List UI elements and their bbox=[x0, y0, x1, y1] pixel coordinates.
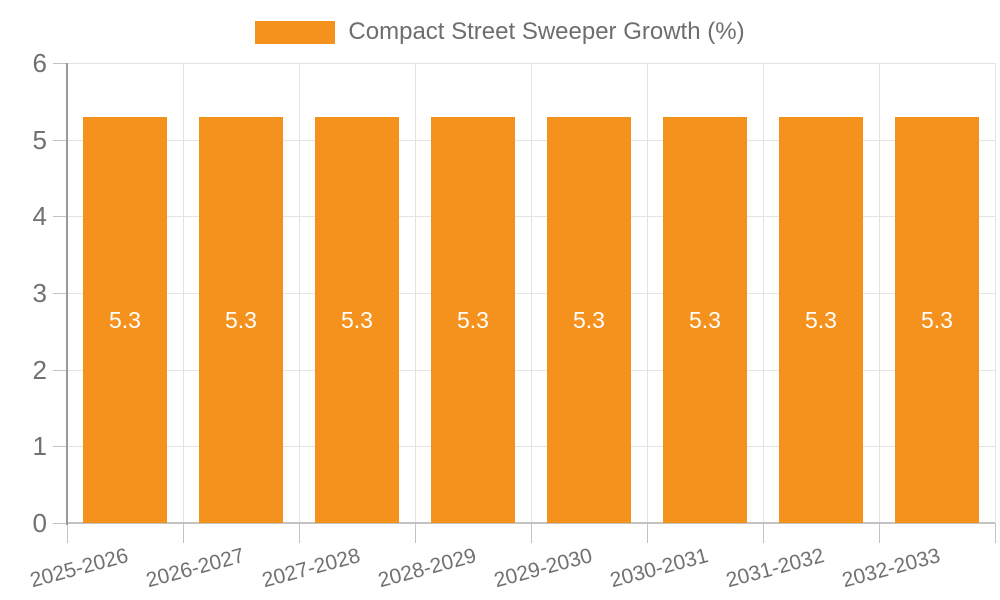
v-gridline bbox=[531, 63, 532, 523]
y-axis-tick-label: 2 bbox=[32, 355, 47, 385]
y-axis-tick-label: 3 bbox=[32, 278, 47, 308]
y-axis-tick bbox=[53, 293, 67, 294]
bar[interactable]: 5.3 bbox=[895, 117, 979, 523]
x-axis-tick bbox=[647, 523, 648, 543]
x-axis-tick bbox=[995, 523, 996, 543]
v-gridline bbox=[995, 63, 996, 523]
x-axis-line bbox=[67, 522, 995, 524]
y-axis-tick bbox=[53, 140, 67, 141]
y-axis-tick bbox=[53, 523, 67, 524]
x-axis-tick bbox=[763, 523, 764, 543]
legend[interactable]: Compact Street Sweeper Growth (%) bbox=[0, 18, 1000, 46]
y-axis-tick-label: 6 bbox=[32, 48, 47, 78]
bar-value-label: 5.3 bbox=[921, 306, 953, 333]
legend-label: Compact Street Sweeper Growth (%) bbox=[348, 18, 745, 45]
y-axis-tick-label: 5 bbox=[32, 125, 47, 155]
bar[interactable]: 5.3 bbox=[547, 117, 631, 523]
bar[interactable]: 5.3 bbox=[431, 117, 515, 523]
x-axis-tick bbox=[879, 523, 880, 543]
bar[interactable]: 5.3 bbox=[663, 117, 747, 523]
y-axis-tick bbox=[53, 63, 67, 64]
v-gridline bbox=[879, 63, 880, 523]
v-gridline bbox=[647, 63, 648, 523]
legend-swatch bbox=[255, 20, 336, 44]
v-gridline bbox=[763, 63, 764, 523]
y-axis-tick bbox=[53, 370, 67, 371]
x-axis-tick bbox=[67, 523, 68, 543]
bar-value-label: 5.3 bbox=[225, 306, 257, 333]
bar-value-label: 5.3 bbox=[805, 306, 837, 333]
bar-value-label: 5.3 bbox=[109, 306, 141, 333]
y-axis-tick bbox=[53, 216, 67, 217]
v-gridline bbox=[415, 63, 416, 523]
bar-value-label: 5.3 bbox=[573, 306, 605, 333]
bar-value-label: 5.3 bbox=[457, 306, 489, 333]
v-gridline bbox=[299, 63, 300, 523]
bar[interactable]: 5.3 bbox=[779, 117, 863, 523]
bar-value-label: 5.3 bbox=[689, 306, 721, 333]
y-axis-tick bbox=[53, 446, 67, 447]
x-axis-tick bbox=[531, 523, 532, 543]
bar[interactable]: 5.3 bbox=[83, 117, 167, 523]
bar[interactable]: 5.3 bbox=[199, 117, 283, 523]
y-axis-tick-label: 0 bbox=[32, 508, 47, 538]
y-axis-tick-label: 4 bbox=[32, 201, 47, 231]
bar[interactable]: 5.3 bbox=[315, 117, 399, 523]
v-gridline bbox=[183, 63, 184, 523]
x-axis-tick bbox=[183, 523, 184, 543]
x-axis-tick bbox=[299, 523, 300, 543]
y-axis-tick-label: 1 bbox=[32, 431, 47, 461]
y-axis-line bbox=[66, 63, 68, 525]
x-axis-tick bbox=[415, 523, 416, 543]
bar-value-label: 5.3 bbox=[341, 306, 373, 333]
